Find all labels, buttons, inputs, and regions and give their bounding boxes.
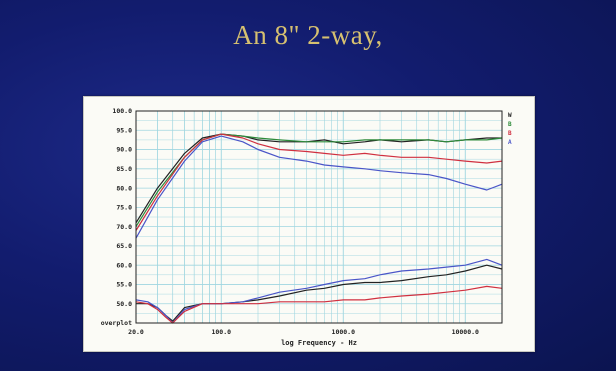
series-line-7 <box>135 285 503 324</box>
plot-border <box>135 110 503 324</box>
x-tick-label: 10000.0 <box>452 328 479 336</box>
series-line-4 <box>135 135 503 239</box>
legend-code-3: B <box>508 130 512 137</box>
y-tick-label: 55.0 <box>116 281 132 289</box>
series-line-3 <box>135 133 503 231</box>
frequency-response-chart: 100.0 95.0 90.0 85.0 80.0 75.0 70.0 65.0 60.0 55.… <box>101 107 512 347</box>
y-axis-overplot-label: overplot <box>101 319 132 327</box>
series-line-6 <box>135 258 503 324</box>
grid <box>136 110 502 324</box>
y-tick-label: 85.0 <box>116 165 132 173</box>
y-tick-label: 100.0 <box>112 107 132 115</box>
y-tick-label: 50.0 <box>116 300 132 308</box>
x-tick-label: 20.0 <box>128 328 144 336</box>
y-tick-label: 70.0 <box>116 223 132 231</box>
y-tick-label: 95.0 <box>116 126 132 134</box>
slide-title: An 8" 2-way, <box>233 20 383 50</box>
legend-code-2: B <box>508 121 512 128</box>
y-tick-label: 80.0 <box>116 184 132 192</box>
legend-code-1: W <box>508 112 512 119</box>
x-tick-label: 100.0 <box>211 328 231 336</box>
y-tick-label: 75.0 <box>116 204 132 212</box>
series-line-5 <box>136 264 503 322</box>
y-axis-ticks: 100.0 95.0 90.0 85.0 80.0 75.0 70.0 65.0 60.0 55.… <box>101 107 132 327</box>
x-axis-ticks: 20.0 100.0 1000.0 10000.0 <box>128 328 479 336</box>
x-axis-label: log Frequency - Hz <box>281 339 357 347</box>
x-tick-label: 1000.0 <box>332 328 356 336</box>
y-tick-label: 60.0 <box>116 261 132 269</box>
legend-code-4: A <box>508 139 512 146</box>
chart-panel: 100.0 95.0 90.0 85.0 80.0 75.0 70.0 65.0 60.0 55.… <box>83 96 535 352</box>
series-group <box>135 133 503 324</box>
y-tick-label: 90.0 <box>116 146 132 154</box>
y-tick-label: 65.0 <box>116 242 132 250</box>
